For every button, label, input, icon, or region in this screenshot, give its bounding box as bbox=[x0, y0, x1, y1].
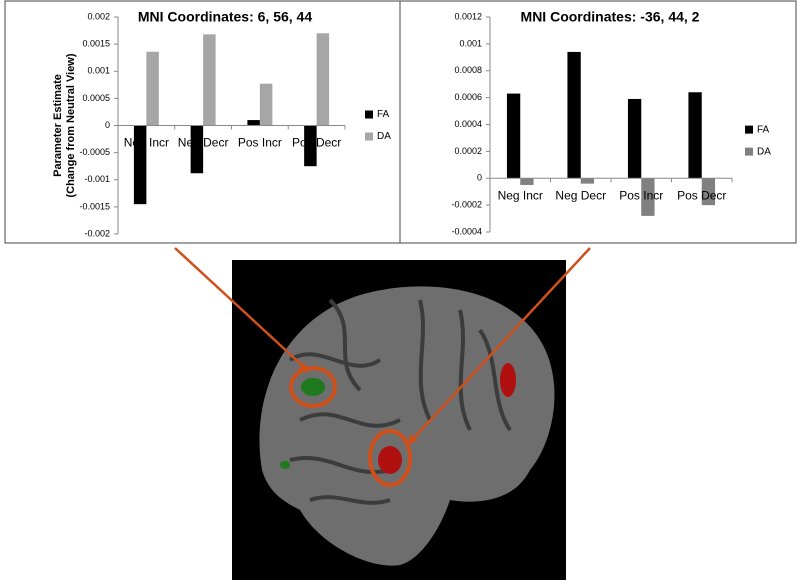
y-tick-label: 0.0002 bbox=[454, 146, 482, 156]
x-tick-label: Pos Incr bbox=[619, 188, 663, 202]
panel-right bbox=[399, 0, 797, 244]
x-tick-label: Neg Decr bbox=[178, 136, 229, 150]
bar bbox=[641, 178, 655, 216]
green-blob bbox=[280, 461, 290, 469]
y-tick-label: 0.002 bbox=[87, 11, 110, 21]
green-blob bbox=[301, 378, 325, 396]
bar bbox=[304, 125, 317, 167]
y-tick-label: 0 bbox=[477, 173, 482, 183]
y-tick-label: -0.0002 bbox=[451, 200, 482, 210]
sulci bbox=[288, 298, 512, 505]
x-tick-label: Neg Incr bbox=[124, 136, 169, 150]
legend-label: FA bbox=[757, 124, 770, 135]
arrow bbox=[411, 247, 591, 441]
legend-swatch bbox=[745, 125, 753, 134]
x-tick-label: Pos Decr bbox=[677, 188, 726, 202]
bar bbox=[203, 34, 216, 126]
arrowhead bbox=[298, 362, 310, 373]
y-tick-label: -0.0005 bbox=[79, 147, 110, 157]
legend-label: FA bbox=[377, 109, 390, 120]
y-tick-label: 0.0005 bbox=[82, 93, 110, 103]
legend-swatch bbox=[365, 132, 373, 141]
bar bbox=[190, 125, 204, 174]
y-tick-label: -0.001 bbox=[84, 174, 110, 184]
panel-left bbox=[4, 0, 401, 244]
bar bbox=[316, 33, 330, 126]
y-tick-label: 0.0012 bbox=[454, 11, 482, 21]
brain-image bbox=[174, 247, 591, 566]
bar bbox=[506, 93, 521, 179]
bar bbox=[701, 178, 716, 206]
y-tick-label: 0.001 bbox=[87, 66, 110, 76]
y-tick-label: -0.002 bbox=[84, 228, 110, 238]
y-tick-label: 0.0006 bbox=[454, 92, 482, 102]
bar bbox=[567, 51, 581, 179]
legend-label: DA bbox=[377, 131, 391, 142]
highlight-circle bbox=[368, 429, 412, 487]
y-tick-label: 0.0004 bbox=[454, 119, 482, 129]
x-tick-label: Pos Decr bbox=[292, 136, 341, 150]
legend-swatch bbox=[745, 147, 753, 156]
highlight-circle bbox=[289, 366, 337, 408]
y-axis-label: Parameter Estimate bbox=[52, 74, 64, 177]
x-tick-label: Neg Incr bbox=[498, 188, 543, 202]
bar bbox=[133, 125, 147, 205]
x-tick-label: Neg Decr bbox=[555, 188, 606, 202]
bar bbox=[627, 98, 642, 179]
bar bbox=[146, 51, 159, 126]
y-tick-label: 0.0015 bbox=[82, 39, 110, 49]
red-blob bbox=[378, 446, 402, 474]
arrowhead bbox=[407, 434, 418, 446]
chart-title: MNI Coordinates: 6, 56, 44 bbox=[138, 9, 312, 25]
legend-label: DA bbox=[757, 146, 771, 157]
bar bbox=[520, 178, 534, 185]
bar bbox=[688, 92, 702, 179]
bar bbox=[259, 83, 273, 126]
chart-title: MNI Coordinates: -36, 44, 2 bbox=[521, 9, 700, 25]
bar bbox=[247, 120, 260, 126]
y-tick-label: -0.0004 bbox=[451, 226, 482, 236]
y-tick-label: 0.0008 bbox=[454, 65, 482, 75]
legend-swatch bbox=[365, 110, 373, 119]
x-tick-label: Pos Incr bbox=[238, 136, 282, 150]
arrow bbox=[174, 247, 306, 369]
bar bbox=[580, 178, 595, 184]
y-axis-label: (Change from Neutral View) bbox=[65, 53, 77, 197]
y-tick-label: -0.0015 bbox=[79, 201, 110, 211]
y-tick-label: 0.001 bbox=[459, 38, 482, 48]
y-tick-label: 0 bbox=[105, 120, 110, 130]
red-blob bbox=[500, 363, 516, 397]
